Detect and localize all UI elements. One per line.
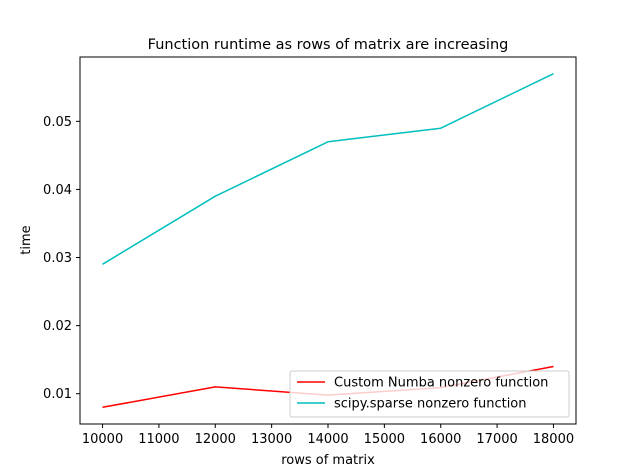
- y-axis-label: time: [19, 225, 34, 254]
- y-tick-label: 0.02: [43, 319, 72, 334]
- plot-area: [79, 56, 577, 425]
- chart-title: Function runtime as rows of matrix are i…: [148, 37, 509, 53]
- x-axis: 10000 11000 12000 13000 14000 15000 16000 17000…: [82, 424, 574, 447]
- series-group: [102, 73, 554, 409]
- x-tick-label: 15000: [364, 432, 405, 447]
- legend: Custom Numba nonzero function scipy.spars…: [289, 370, 570, 418]
- x-tick-label: 10000: [82, 432, 123, 447]
- legend-label: Custom Numba nonzero function: [334, 376, 548, 391]
- y-tick-label: 0.03: [43, 251, 72, 266]
- x-tick-label: 16000: [420, 432, 461, 447]
- x-tick-label: 17000: [476, 432, 517, 447]
- plot-frame: [79, 56, 577, 425]
- legend-label: scipy.sparse nonzero function: [334, 397, 527, 412]
- series-line-2: [102, 73, 554, 265]
- y-tick-label: 0.04: [43, 183, 72, 198]
- x-tick-label: 13000: [251, 432, 292, 447]
- x-axis-label: rows of matrix: [281, 453, 375, 468]
- legend-frame: [289, 370, 570, 418]
- x-tick-label: 18000: [533, 432, 574, 447]
- x-tick-label: 11000: [138, 432, 179, 447]
- y-tick-label: 0.05: [43, 115, 72, 130]
- x-tick-label: 12000: [195, 432, 236, 447]
- x-tick-label: 14000: [307, 432, 348, 447]
- y-tick-label: 0.01: [43, 387, 72, 402]
- y-axis: 0.01 0.02 0.03 0.04 0.05: [43, 115, 80, 402]
